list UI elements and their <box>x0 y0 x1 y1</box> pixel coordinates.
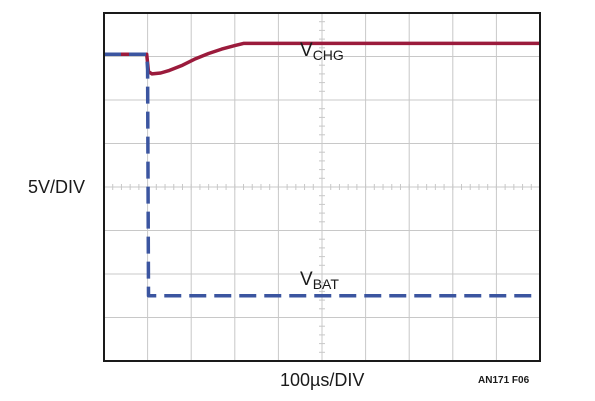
y-scale-label: 5V/DIV <box>28 177 85 197</box>
x-scale-label: 100µs/DIV <box>280 370 364 390</box>
traces <box>104 41 540 298</box>
figure-id-label: AN171 F06 <box>478 375 530 386</box>
plot-frame <box>103 12 541 362</box>
vchg-label: VCHG <box>300 40 344 63</box>
vbat-trace <box>104 52 540 298</box>
vchg-trace <box>104 41 540 76</box>
vbat-label: VBAT <box>300 269 339 292</box>
grid <box>103 12 541 362</box>
